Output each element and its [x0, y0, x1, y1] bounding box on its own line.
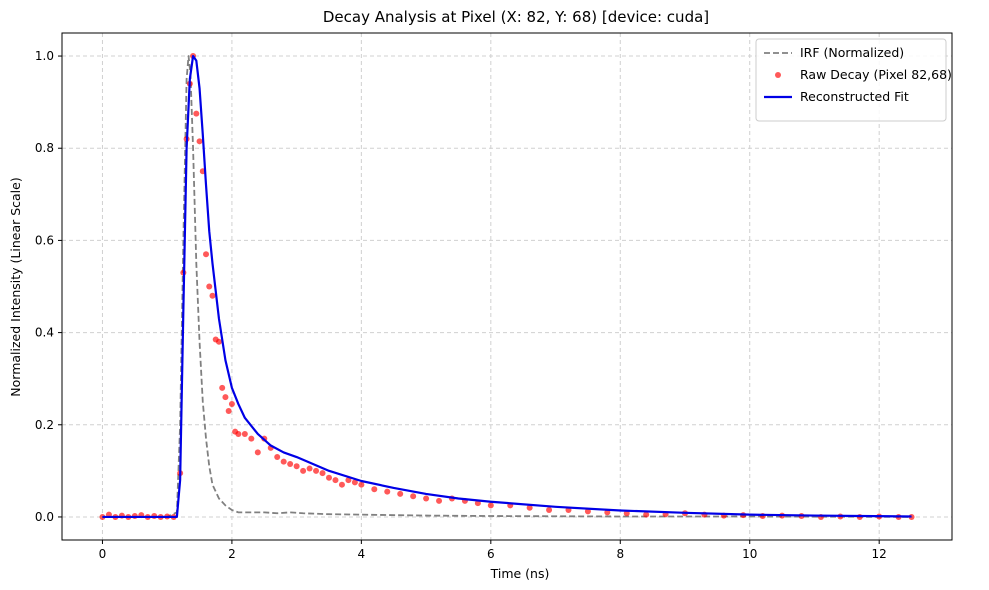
legend-box: [755, 38, 947, 122]
raw-decay-point: [436, 497, 443, 504]
raw-decay-point: [287, 460, 294, 467]
y-tick-label: 0.4: [35, 326, 54, 340]
x-tick-label: 10: [742, 547, 757, 561]
chart-title: Decay Analysis at Pixel (X: 82, Y: 68) […: [323, 8, 709, 26]
y-tick-label: 0.8: [35, 141, 54, 155]
legend: IRF (Normalized) Raw Decay (Pixel 82,68) R…: [755, 38, 952, 122]
legend-label: Reconstructed Fit: [800, 89, 909, 104]
x-tick-label: 0: [99, 547, 107, 561]
plot-frame: [61, 32, 953, 541]
raw-decay-point: [371, 486, 378, 493]
y-axis-label: Normalized Intensity (Linear Scale): [8, 177, 23, 396]
y-tick-label: 0.2: [35, 418, 54, 432]
raw-decay-point: [345, 477, 352, 484]
raw-decay-point: [423, 495, 430, 502]
raw-decay-point: [225, 407, 232, 414]
raw-decay-point: [215, 338, 222, 345]
raw-decay-point: [196, 138, 203, 145]
legend-label: Raw Decay (Pixel 82,68): [800, 67, 952, 82]
raw-decay-point: [209, 292, 216, 299]
raw-decay-point: [384, 488, 391, 495]
legend-label: IRF (Normalized): [800, 45, 904, 60]
raw-decay-point: [546, 507, 553, 514]
y-tick-label: 1.0: [35, 49, 54, 63]
raw-decay-point: [193, 110, 200, 117]
legend-marker: [775, 72, 781, 78]
raw-decay-point: [526, 504, 533, 511]
raw-decay-point: [584, 508, 591, 515]
raw-decay-point: [293, 463, 300, 470]
raw-decay-point: [410, 493, 417, 500]
raw-decay-point: [338, 481, 345, 488]
raw-decay-point: [203, 251, 210, 258]
raw-decay-point: [351, 479, 358, 486]
grid: [62, 33, 952, 540]
raw-decay-point: [300, 467, 307, 474]
raw-decay-point: [219, 384, 226, 391]
raw-decay-point: [319, 470, 326, 477]
raw-decay-point: [274, 454, 281, 461]
raw-decay-point: [326, 474, 332, 481]
x-tick-label: 12: [872, 547, 887, 561]
raw-decay-point: [332, 477, 339, 484]
x-tick-label: 2: [228, 547, 236, 561]
y-tick-label: 0.0: [35, 510, 54, 524]
y-tick-label: 0.6: [35, 233, 54, 247]
raw-decay-point: [222, 394, 229, 401]
raw-decay-point: [254, 449, 261, 456]
x-axis-label: Time (ns): [490, 566, 550, 581]
raw-decay-point: [358, 481, 365, 488]
raw-decay-point: [228, 401, 235, 408]
tick-layer: 0 2 4 6 8 10 12 0.0 0.2 0.4 0.6 0.8 1.0: [35, 49, 887, 561]
raw-decay-point: [241, 430, 248, 437]
series-layer: [99, 53, 915, 520]
raw-decay-point: [487, 502, 494, 509]
raw-decay-point: [248, 435, 255, 442]
raw-decay-point: [313, 467, 320, 474]
x-tick-label: 6: [487, 547, 495, 561]
x-tick-label: 4: [358, 547, 366, 561]
raw-decay-point: [397, 490, 404, 497]
raw-decay-point: [280, 458, 287, 465]
irf-line: [102, 55, 912, 518]
fit-line: [102, 54, 912, 519]
x-tick-label: 8: [616, 547, 624, 561]
raw-decay-point: [643, 511, 650, 518]
raw-decay-point: [235, 430, 242, 437]
raw-decay-point: [306, 465, 313, 472]
raw-decay-point: [206, 283, 213, 290]
